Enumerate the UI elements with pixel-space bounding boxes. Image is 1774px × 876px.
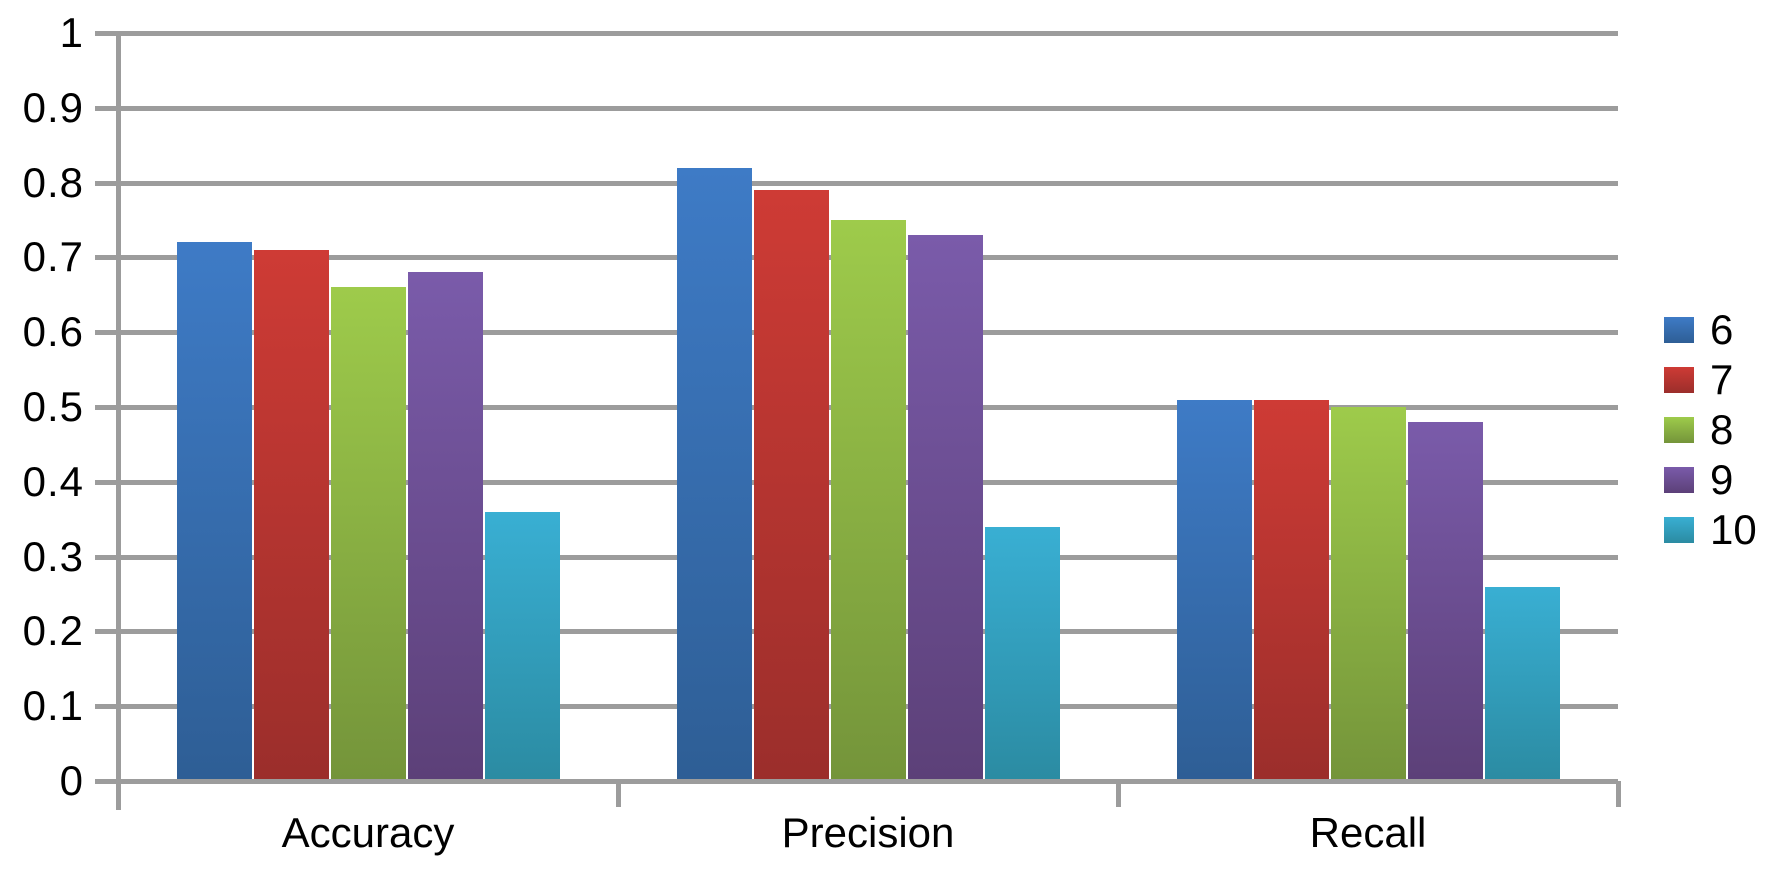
- legend-item-10: 10: [1664, 505, 1757, 555]
- x-axis-tick: [1616, 781, 1621, 807]
- legend-item-9: 9: [1664, 455, 1757, 505]
- x-axis-tick: [616, 781, 621, 807]
- bar-series-7-recall: [1253, 400, 1329, 781]
- legend-swatch: [1664, 367, 1694, 393]
- bar-series-10-recall: [1484, 587, 1560, 781]
- y-axis-tick-label: 0.7: [22, 233, 84, 281]
- y-axis-tick-label: 1: [59, 9, 84, 56]
- y-axis-tick-label: 0.4: [22, 457, 84, 505]
- gridline: [118, 779, 1618, 784]
- y-axis-tick-label: 0.9: [22, 83, 84, 131]
- bar-series-6-accuracy: [176, 242, 252, 781]
- bar-series-10-precision: [984, 527, 1060, 781]
- bar-series-6-precision: [676, 168, 752, 781]
- y-axis-tick: [95, 31, 118, 36]
- gridline: [118, 180, 1618, 186]
- bar-group-accuracy: [118, 33, 618, 781]
- gridline: [118, 31, 1618, 36]
- x-axis-tick: [116, 781, 121, 807]
- legend: 6 7 8 9 10: [1664, 305, 1757, 555]
- y-axis-tick-label: 0.6: [22, 308, 84, 356]
- y-axis-tick-label: 0.3: [22, 532, 84, 580]
- y-axis-tick: [95, 105, 118, 111]
- legend-swatch: [1664, 517, 1694, 543]
- bar-group-recall: [1118, 33, 1618, 781]
- bar-series-7-accuracy: [253, 250, 329, 781]
- bar-series-8-accuracy: [330, 287, 406, 781]
- x-axis-tick: [1116, 781, 1121, 807]
- y-axis-tick-label: 0.1: [22, 682, 84, 730]
- y-axis-tick: [95, 330, 118, 336]
- y-axis-tick: [95, 779, 118, 784]
- legend-label: 10: [1710, 506, 1757, 553]
- legend-swatch: [1664, 467, 1694, 493]
- category-label: Accuracy: [281, 809, 455, 856]
- y-axis-tick-label: 0.8: [22, 158, 84, 206]
- legend-item-7: 7: [1664, 355, 1757, 405]
- y-axis-tick-label: 0: [59, 757, 84, 804]
- legend-item-6: 6: [1664, 305, 1757, 355]
- y-axis-tick: [95, 255, 118, 261]
- y-axis-tick: [95, 629, 118, 635]
- legend-label: 6: [1710, 306, 1734, 353]
- y-axis-tick: [95, 704, 118, 710]
- legend-swatch: [1664, 417, 1694, 443]
- bar-series-8-recall: [1330, 407, 1406, 781]
- y-axis-tick: [95, 180, 118, 186]
- y-axis-line: [116, 31, 121, 810]
- category-label: Precision: [781, 809, 955, 856]
- y-axis-tick: [95, 554, 118, 560]
- bar-series-7-precision: [753, 190, 829, 781]
- legend-item-8: 8: [1664, 405, 1757, 455]
- bar-series-9-precision: [907, 235, 983, 781]
- category-label: Recall: [1309, 809, 1427, 856]
- legend-label: 7: [1710, 356, 1734, 403]
- bar-series-6-recall: [1176, 400, 1252, 781]
- gridline: [118, 105, 1618, 111]
- y-axis-tick: [95, 405, 118, 410]
- y-axis-tick: [95, 479, 118, 485]
- legend-label: 9: [1710, 456, 1734, 503]
- bar-series-9-accuracy: [407, 272, 483, 781]
- y-axis-tick-label: 0.5: [22, 383, 84, 430]
- bar-group-precision: [618, 33, 1118, 781]
- y-axis-tick-label: 0.2: [22, 607, 84, 655]
- bar-series-10-accuracy: [484, 512, 560, 781]
- legend-swatch: [1664, 317, 1694, 343]
- bar-series-8-precision: [830, 220, 906, 781]
- bar-series-9-recall: [1407, 422, 1483, 781]
- legend-label: 8: [1710, 406, 1734, 453]
